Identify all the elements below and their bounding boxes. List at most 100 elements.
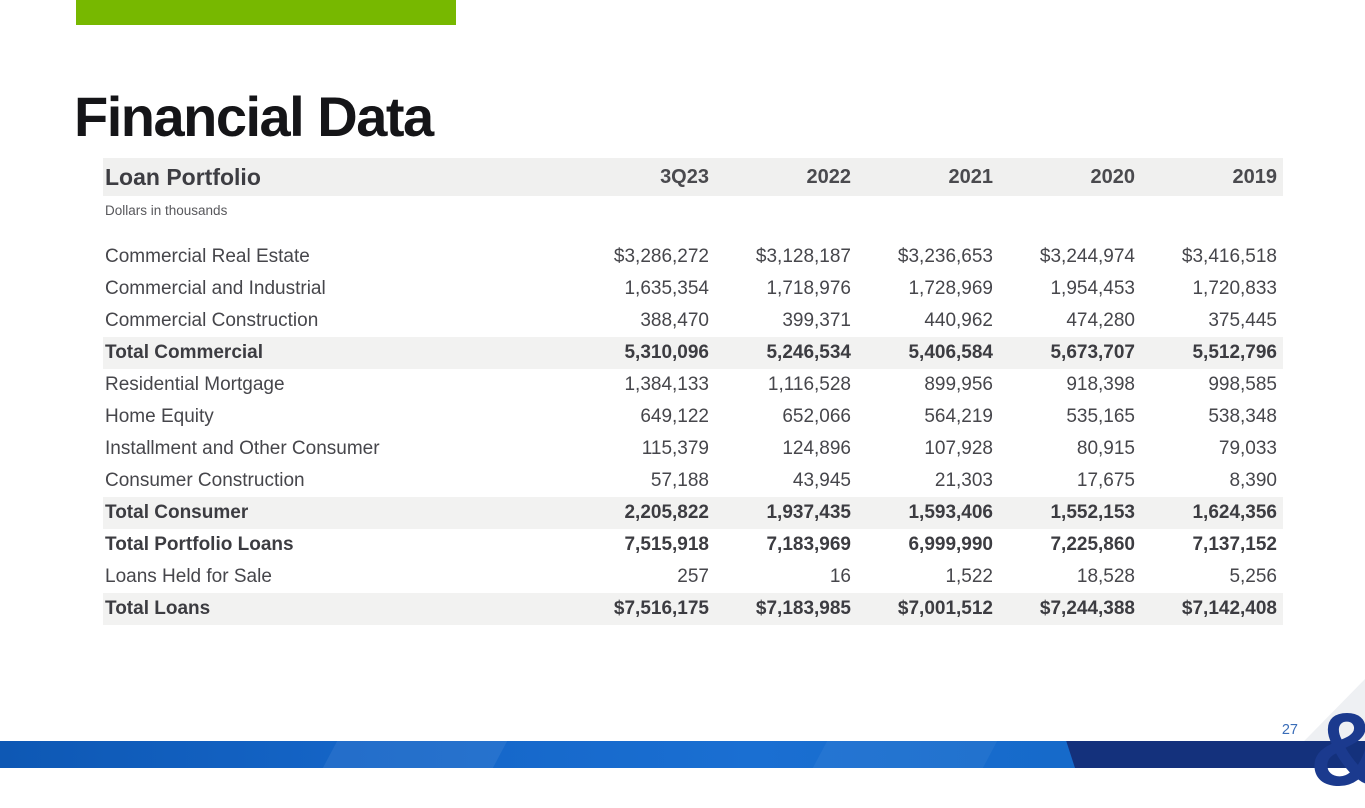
table-title: Loan Portfolio <box>105 163 261 190</box>
cell-3q23: 57,188 <box>650 470 709 491</box>
cell-2020: 7,225,860 <box>1050 534 1135 555</box>
column-header-2022: 2022 <box>806 165 852 188</box>
row-label: Total Loans <box>105 598 211 619</box>
cell-2021: $7,001,512 <box>897 598 993 619</box>
cell-2020: 1,552,153 <box>1050 502 1135 523</box>
cell-2022: 5,246,534 <box>766 342 851 363</box>
cell-2022: 1,718,976 <box>766 278 851 299</box>
cell-2021: 564,219 <box>924 406 993 427</box>
table-row: Total Commercial 5,310,096 5,246,534 5,4… <box>103 337 1283 369</box>
cell-2020: 17,675 <box>1076 470 1135 491</box>
cell-2019: 1,720,833 <box>1192 278 1277 299</box>
cell-2020: 918,398 <box>1066 374 1135 395</box>
cell-3q23: 388,470 <box>640 310 709 331</box>
footer-bar-streak <box>322 741 508 768</box>
page-number: 27 <box>1281 722 1298 738</box>
row-label: Consumer Construction <box>105 470 305 491</box>
cell-2019: 5,512,796 <box>1192 342 1277 363</box>
cell-2019: 79,033 <box>1218 438 1277 459</box>
cell-2022: 7,183,969 <box>766 534 851 555</box>
cell-3q23: $7,516,175 <box>613 598 709 619</box>
table-row: Commercial Construction 388,470 399,371 … <box>103 305 1283 337</box>
table-row: Total Consumer 2,205,822 1,937,435 1,593… <box>103 497 1283 529</box>
cell-2019: 998,585 <box>1208 374 1277 395</box>
cell-2019: 8,390 <box>1229 470 1277 491</box>
column-header-3q23: 3Q23 <box>660 165 709 188</box>
cell-2020: 5,673,707 <box>1050 342 1135 363</box>
cell-2019: 7,137,152 <box>1192 534 1277 555</box>
cell-2021: $3,236,653 <box>897 246 993 267</box>
cell-2019: 375,445 <box>1208 310 1277 331</box>
row-label: Loans Held for Sale <box>105 566 272 587</box>
cell-2020: 18,528 <box>1076 566 1135 587</box>
page-title: Financial Data <box>74 84 434 148</box>
cell-2020: $7,244,388 <box>1039 598 1135 619</box>
row-label: Total Portfolio Loans <box>105 534 294 555</box>
table-row: Residential Mortgage 1,384,133 1,116,528… <box>103 369 1283 401</box>
column-header-2021: 2021 <box>948 165 994 188</box>
cell-3q23: 257 <box>677 566 709 587</box>
footer-bar-streak <box>812 741 998 768</box>
cell-2022: 1,937,435 <box>766 502 851 523</box>
table-row: Total Portfolio Loans 7,515,918 7,183,96… <box>103 529 1283 561</box>
row-label: Total Consumer <box>105 502 249 523</box>
cell-2020: 1,954,453 <box>1050 278 1135 299</box>
table-row: Total Loans $7,516,175 $7,183,985 $7,001… <box>103 593 1283 625</box>
column-header-2019: 2019 <box>1232 165 1278 188</box>
table-row: Loans Held for Sale 257 16 1,522 18,528 … <box>103 561 1283 593</box>
cell-2022: 652,066 <box>782 406 851 427</box>
cell-2022: $7,183,985 <box>755 598 851 619</box>
row-label: Commercial Real Estate <box>105 246 310 267</box>
cell-2020: 535,165 <box>1066 406 1135 427</box>
cell-3q23: 1,384,133 <box>624 374 709 395</box>
ampersand-logo-icon: & <box>1310 698 1365 802</box>
cell-2022: $3,128,187 <box>755 246 851 267</box>
cell-2021: 6,999,990 <box>908 534 993 555</box>
table-row: Consumer Construction 57,188 43,945 21,3… <box>103 465 1283 497</box>
cell-3q23: 7,515,918 <box>624 534 709 555</box>
table-row: Commercial Real Estate $3,286,272 $3,128… <box>103 241 1283 273</box>
column-header-2020: 2020 <box>1090 165 1136 188</box>
table-header-row: Loan Portfolio 3Q23 2022 2021 2020 2019 <box>103 158 1283 196</box>
cell-2021: 1,593,406 <box>908 502 993 523</box>
row-label: Commercial Construction <box>105 310 319 331</box>
cell-3q23: 649,122 <box>640 406 709 427</box>
cell-2019: $7,142,408 <box>1181 598 1277 619</box>
cell-2021: 5,406,584 <box>908 342 993 363</box>
row-label: Commercial and Industrial <box>105 278 326 299</box>
cell-2020: $3,244,974 <box>1039 246 1135 267</box>
cell-2019: $3,416,518 <box>1181 246 1277 267</box>
table-body: Commercial Real Estate $3,286,272 $3,128… <box>103 241 1283 625</box>
cell-3q23: 2,205,822 <box>624 502 709 523</box>
accent-green-bar <box>76 0 456 25</box>
cell-2022: 1,116,528 <box>767 374 851 395</box>
cell-2022: 16 <box>829 566 851 587</box>
table-row: Commercial and Industrial 1,635,354 1,71… <box>103 273 1283 305</box>
footer-bar <box>0 741 1365 768</box>
cell-2021: 107,928 <box>924 438 993 459</box>
cell-2021: 899,956 <box>924 374 993 395</box>
cell-2022: 124,896 <box>782 438 851 459</box>
table-subtitle: Dollars in thousands <box>105 203 228 218</box>
cell-2021: 440,962 <box>924 310 993 331</box>
cell-3q23: 1,635,354 <box>624 278 709 299</box>
row-label: Installment and Other Consumer <box>105 438 380 459</box>
cell-2021: 21,303 <box>934 470 993 491</box>
cell-3q23: 5,310,096 <box>624 342 709 363</box>
cell-2019: 538,348 <box>1208 406 1277 427</box>
cell-2020: 80,915 <box>1076 438 1135 459</box>
cell-3q23: 115,379 <box>641 438 709 459</box>
row-label: Residential Mortgage <box>105 374 285 395</box>
row-label: Total Commercial <box>105 342 264 363</box>
loan-portfolio-table: Loan Portfolio 3Q23 2022 2021 2020 2019 … <box>103 158 1283 625</box>
table-row: Home Equity 649,122 652,066 564,219 535,… <box>103 401 1283 433</box>
cell-2021: 1,522 <box>945 566 993 587</box>
table-row: Installment and Other Consumer 115,379 1… <box>103 433 1283 465</box>
cell-2022: 399,371 <box>782 310 851 331</box>
cell-2019: 5,256 <box>1229 566 1277 587</box>
cell-3q23: $3,286,272 <box>613 246 709 267</box>
cell-2022: 43,945 <box>792 470 851 491</box>
cell-2020: 474,280 <box>1066 310 1135 331</box>
cell-2019: 1,624,356 <box>1192 502 1277 523</box>
row-label: Home Equity <box>105 406 214 427</box>
